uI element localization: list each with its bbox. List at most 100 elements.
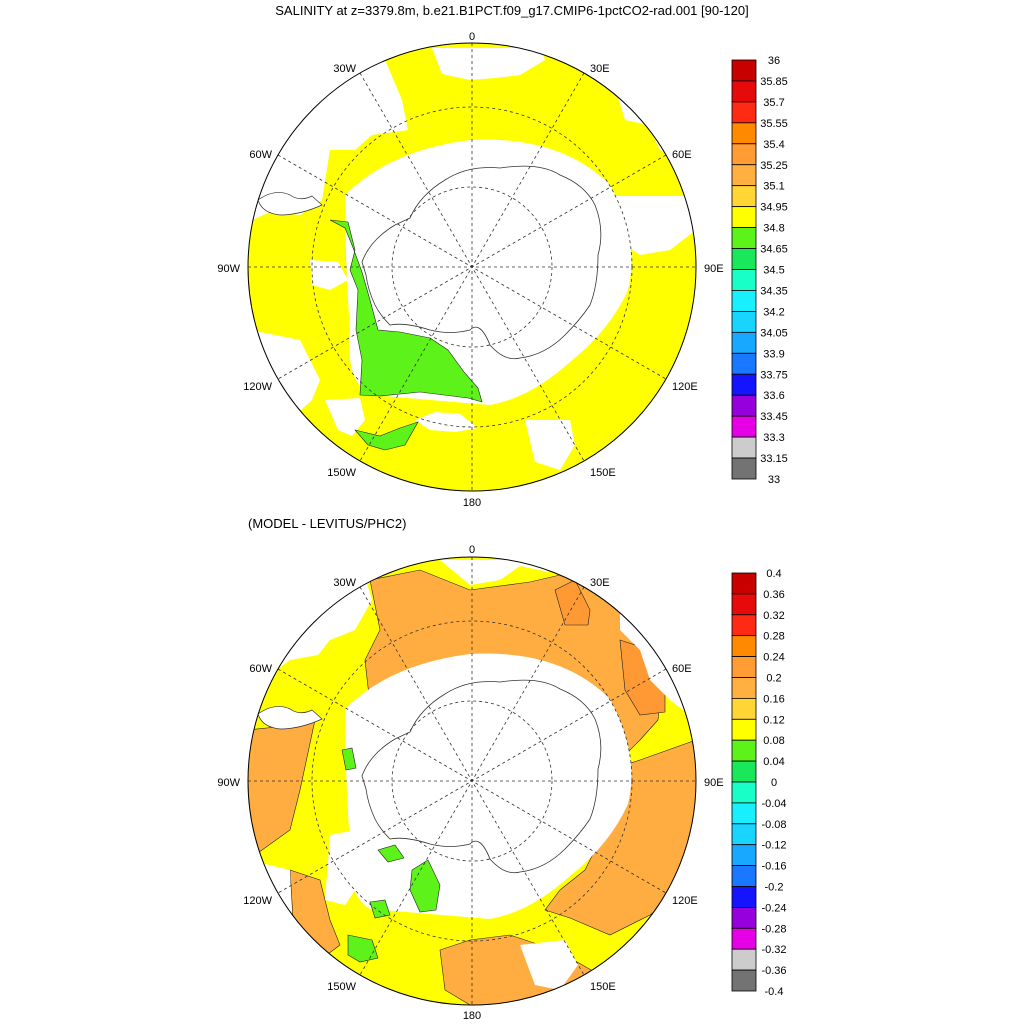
colorbar-tick-label: 0.32 [763, 610, 784, 622]
colorbar-tick-label: 0.36 [763, 589, 784, 601]
colorbar-tick-label: -0.16 [761, 861, 786, 873]
lon-label: 150E [590, 467, 616, 479]
colorbar-swatch [731, 927, 757, 950]
colorbar-tick-label: 35.85 [760, 76, 788, 88]
salinity-colorbar: 36 35.85 35.7 35.55 35.4 35.25 35.1 34.95 34.8 34… [731, 55, 788, 486]
lon-label: 30E [590, 577, 610, 589]
salinity-map: 0 180 90W 90E 30W 60W 30E 60E 120W 150W … [217, 31, 723, 509]
colorbar-tick-label: 34.2 [763, 306, 784, 318]
colorbar-tick-label: 35.55 [760, 118, 788, 130]
lon-label: 90W [217, 263, 240, 275]
colorbar-swatch [731, 760, 757, 783]
colorbar-swatch [731, 248, 757, 270]
colorbar-swatch [731, 206, 757, 228]
colorbar-swatch [731, 122, 757, 145]
colorbar-swatch [731, 101, 757, 124]
antarctica-outline [361, 165, 602, 360]
colorbar-tick-label: 0.08 [763, 735, 784, 747]
colorbar-tick-label: -0.32 [761, 944, 786, 956]
lon-label: 150W [327, 981, 356, 993]
colorbar-tick-label: 33.9 [763, 348, 784, 360]
colorbar-swatch [731, 290, 757, 312]
colorbar-tick-label: 33 [768, 474, 780, 486]
lon-label: 60W [249, 663, 272, 675]
lon-label: 30E [590, 63, 610, 75]
south-america-outline [257, 706, 323, 730]
colorbar-swatch [731, 436, 757, 459]
colorbar-swatch [731, 373, 757, 396]
colorbar-tick-label: 33.75 [760, 369, 788, 381]
colorbar-swatch [731, 781, 757, 804]
colorbar-swatch [731, 593, 757, 616]
colorbar-swatch [731, 802, 757, 825]
page-title: SALINITY at z=3379.8m, b.e21.B1PCT.f09_g… [275, 3, 749, 18]
colorbar-tick-label: 33.15 [760, 453, 788, 465]
colorbar-tick-label: 33.45 [760, 411, 788, 423]
antarctica-outline [361, 679, 602, 874]
strong-anomaly-regions [554, 579, 666, 716]
lon-label: 120W [243, 381, 272, 393]
colorbar-tick-label: -0.36 [761, 965, 786, 977]
lon-label: 60E [672, 149, 692, 161]
lon-label: 30W [333, 577, 356, 589]
colorbar-tick-label: 34.5 [763, 265, 784, 277]
difference-subtitle: (MODEL - LEVITUS/PHC2) [248, 516, 407, 531]
colorbar-swatch [731, 352, 757, 375]
colorbar-tick-label: -0.12 [761, 840, 786, 852]
colorbar-tick-label: 0.2 [766, 673, 781, 685]
colorbar-swatch [731, 698, 757, 720]
colorbar-tick-label: 33.6 [763, 390, 784, 402]
colorbar-swatch [731, 164, 757, 187]
colorbar-tick-label: -0.2 [765, 882, 784, 894]
colorbar-swatch [731, 823, 757, 846]
colorbar-tick-label: 33.3 [763, 432, 784, 444]
difference-map: 0 180 90W 90E 30W 60W 30E 60E 120W 150W … [217, 544, 723, 1022]
lon-label: 180 [463, 1010, 481, 1022]
colorbar-tick-label: 34.05 [760, 327, 788, 339]
lon-label: 180 [463, 497, 481, 509]
lon-label: 120E [672, 895, 698, 907]
lon-label: 0 [469, 31, 475, 43]
colorbar-swatch [731, 865, 757, 887]
colorbar-swatch [731, 739, 757, 762]
colorbar-tick-label: 34.35 [760, 285, 788, 297]
lon-label: 120W [243, 895, 272, 907]
colorbar-tick-label: 35.7 [763, 97, 784, 109]
colorbar-tick-label: 0.28 [763, 631, 784, 643]
colorbar-tick-label: 0.12 [763, 714, 784, 726]
colorbar-swatch [731, 718, 757, 741]
colorbar-tick-label: 34.8 [763, 223, 784, 235]
colorbar-tick-label: -0.4 [765, 986, 784, 998]
colorbar-swatch [731, 886, 757, 908]
colorbar-swatch [731, 143, 757, 166]
graticule [248, 557, 696, 1005]
colorbar-swatch [731, 572, 757, 595]
lon-label: 90E [704, 263, 724, 275]
colorbar-tick-label: -0.28 [761, 923, 786, 935]
colorbar-tick-label: 0 [771, 777, 777, 789]
colorbar-tick-label: 0.04 [763, 756, 784, 768]
colorbar-swatch [731, 394, 757, 417]
difference-colorbar: 0.4 0.36 0.32 0.28 0.24 0.2 0.16 0.12 0.08 0.04 0 -… [731, 568, 787, 998]
colorbar-swatch [731, 948, 757, 971]
colorbar-tick-label: 35.25 [760, 160, 788, 172]
colorbar-swatch [731, 59, 757, 82]
colorbar-swatch [731, 415, 757, 438]
longitude-labels: 0 180 90W 90E 30W 60W 30E 60E 120W 150W … [217, 31, 723, 509]
colorbar-swatch [731, 80, 757, 103]
colorbar-tick-label: 36 [768, 55, 780, 67]
lon-label: 150E [590, 981, 616, 993]
longitude-labels: 0 180 90W 90E 30W 60W 30E 60E 120W 150W … [217, 544, 723, 1022]
colorbar-swatch [731, 656, 757, 678]
lon-label: 60W [249, 149, 272, 161]
lon-label: 0 [469, 544, 475, 556]
colorbar-tick-label: 0.4 [766, 568, 781, 580]
colorbar-swatch [731, 907, 757, 929]
colorbar-tick-label: -0.04 [761, 798, 786, 810]
colorbar-swatch [731, 310, 757, 333]
colorbar-tick-label: 0.16 [763, 693, 784, 705]
lon-label: 60E [672, 663, 692, 675]
colorbar-tick-label: 35.4 [763, 139, 784, 151]
colorbar-swatch [731, 844, 757, 867]
